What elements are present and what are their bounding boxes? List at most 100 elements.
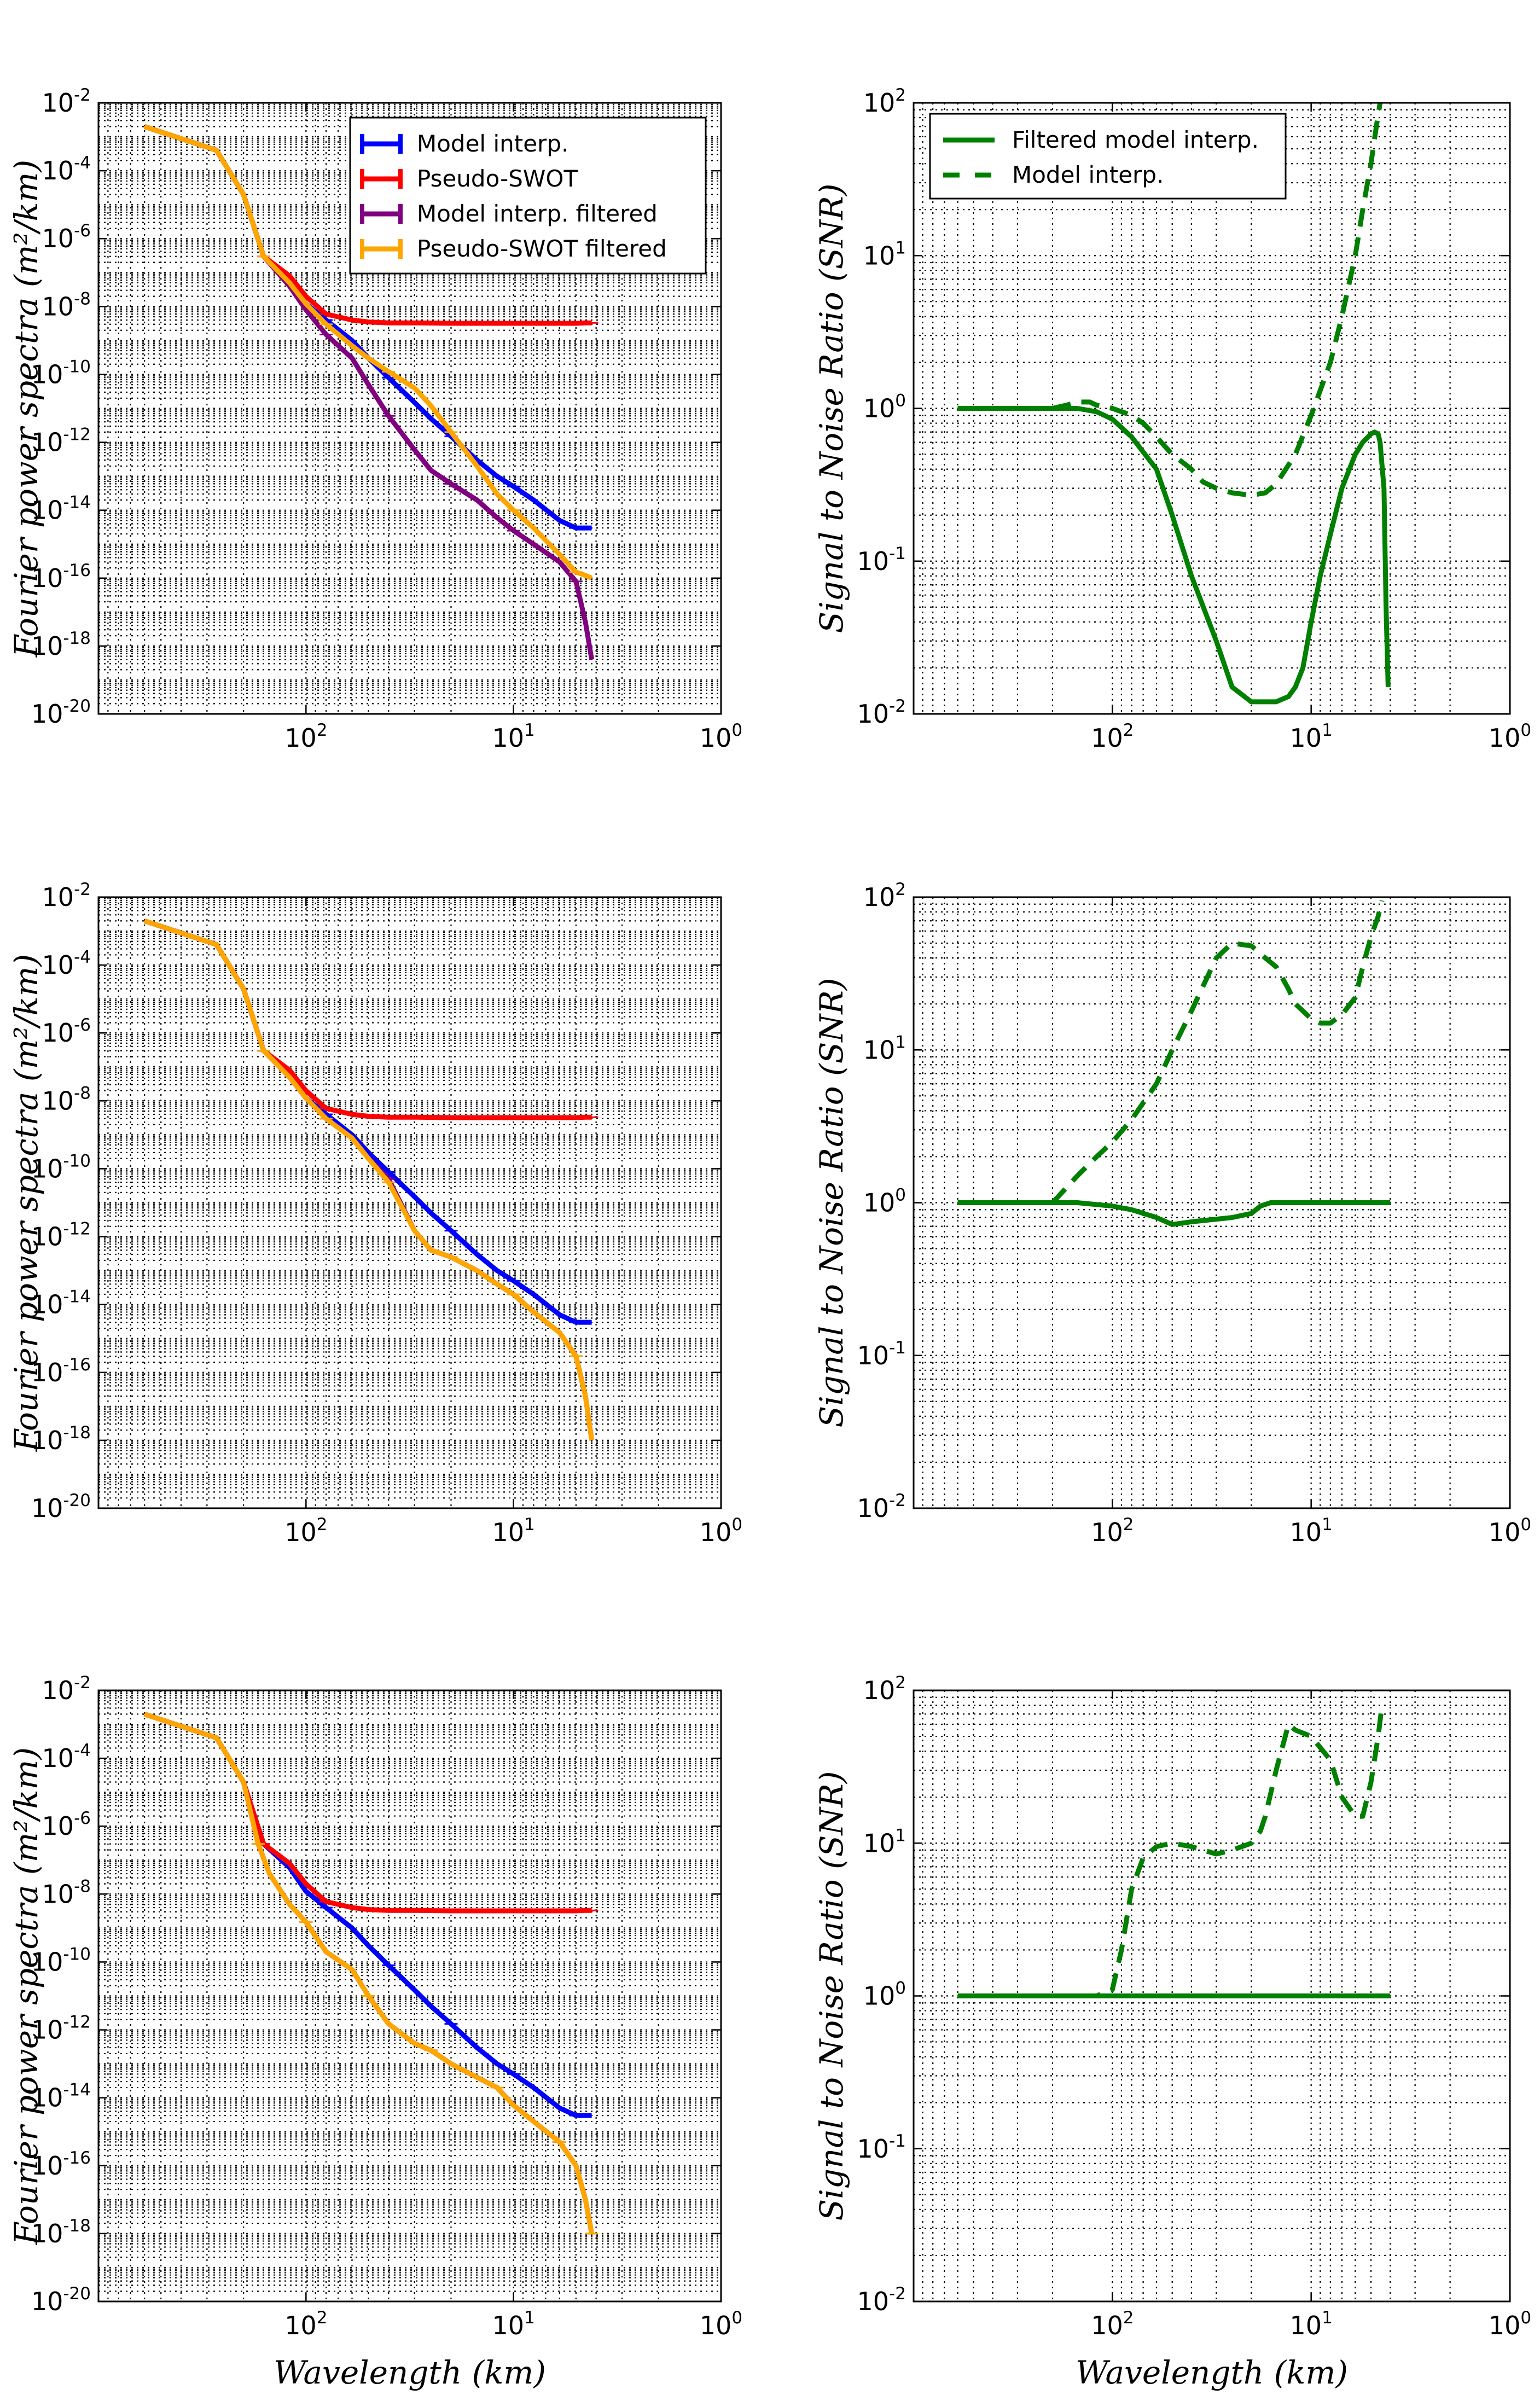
x-tick-label: 101: [1290, 1515, 1333, 1547]
x-axis-label: Wavelength (km): [274, 2354, 546, 2391]
y-tick-label: 10-6: [42, 221, 91, 253]
series-line: [957, 406, 1391, 705]
plot-frame: [97, 896, 722, 1509]
grid-lines: [914, 897, 1510, 1508]
series-line: [1053, 1705, 1385, 1998]
series-line: [957, 1200, 1391, 1227]
x-tick-label: 101: [492, 1515, 535, 1547]
y-tick-label: 10-6: [42, 1809, 91, 1841]
series-line: [143, 919, 592, 1120]
y-tick-label: 102: [863, 85, 906, 118]
snr-panel: 102 101 100 10-2 10-1 100 101 102 Signal to Nois…: [813, 1673, 1531, 2391]
y-tick-label: 10-10: [31, 1151, 91, 1183]
x-tick-label: 101: [492, 2308, 535, 2340]
spectra-panel: 102 101 100 10-20 10-18 10-16 10-14 10-12 10-10 1…: [8, 85, 742, 753]
y-tick-label: 10-8: [42, 1876, 91, 1909]
y-tick-label: 10-20: [31, 2284, 91, 2316]
y-tick-label: 10-2: [42, 85, 91, 118]
y-tick-label: 10-16: [31, 561, 91, 593]
y-tick-label: 10-12: [31, 425, 91, 457]
y-tick-label: 102: [863, 880, 906, 912]
legend-label: Model interp.: [417, 130, 568, 157]
grid-lines: [98, 1690, 721, 2301]
x-tick-label: 100: [1489, 720, 1531, 753]
y-tick-label: 10-8: [42, 289, 91, 321]
y-tick-label: 10-1: [857, 2131, 906, 2164]
y-tick-label: 10-8: [42, 1083, 91, 1115]
y-tick-label: 10-12: [31, 1219, 91, 1252]
y-tick-label: 101: [863, 238, 906, 270]
y-tick-label: 10-1: [857, 544, 906, 576]
snr-panel: 102 101 100 10-2 10-1 100 101 102 Signal to Nois…: [813, 85, 1531, 753]
series-line: [143, 919, 595, 1441]
y-tick-label: 10-14: [31, 1287, 91, 1319]
y-tick-label: 10-14: [31, 493, 91, 525]
spectra-panel: 102 101 100 10-20 10-18 10-16 10-14 10-12 10-10 1…: [8, 1673, 742, 2391]
legend-label: Model interp.: [1012, 161, 1164, 188]
grid-lines: [98, 103, 721, 714]
plot-frame: [97, 102, 722, 715]
snr-panel: 102 101 100 10-2 10-1 100 101 102 Signal to Nois…: [813, 880, 1531, 1547]
x-tick-label: 102: [284, 2308, 327, 2340]
series-line: [143, 1712, 595, 2234]
legend-box: [349, 117, 707, 275]
x-axis-label: Wavelength (km): [1076, 2354, 1348, 2391]
series-line: [143, 124, 593, 580]
y-tick-label: 10-10: [31, 1944, 91, 1977]
grid-lines: [98, 897, 721, 1508]
y-tick-label: 101: [863, 1826, 906, 1858]
y-tick-label: 10-2: [857, 696, 906, 729]
legend-label: Model interp. filtered: [417, 200, 658, 227]
x-tick-label: 102: [284, 720, 327, 753]
x-tick-label: 101: [1290, 2308, 1333, 2340]
y-tick-label: 10-20: [31, 1491, 91, 1523]
y-axis-label: Fourier power spectra (m²/km): [8, 160, 45, 658]
legend-label: Pseudo-SWOT: [417, 165, 578, 192]
y-tick-label: 102: [863, 1673, 906, 1705]
x-tick-label: 102: [1091, 1515, 1134, 1547]
y-axis-label: Fourier power spectra (m²/km): [8, 954, 45, 1452]
y-tick-label: 10-18: [31, 629, 91, 661]
x-tick-label: 100: [1489, 1515, 1531, 1547]
plot-frame: [97, 1689, 722, 2303]
legend-label: Filtered model interp.: [1012, 126, 1259, 153]
y-tick-label: 10-18: [31, 2216, 91, 2248]
spectra-panel: 102 101 100 10-20 10-18 10-16 10-14 10-12 10-10 1…: [8, 880, 742, 1547]
y-tick-label: 10-18: [31, 1423, 91, 1455]
y-tick-label: 10-1: [857, 1338, 906, 1370]
y-tick-label: 100: [863, 1185, 906, 1218]
y-axis-label: Signal to Noise Ratio (SNR): [813, 978, 850, 1428]
y-tick-label: 10-4: [42, 1741, 91, 1773]
x-tick-label: 100: [1489, 2308, 1531, 2340]
x-tick-label: 102: [284, 1515, 327, 1547]
y-tick-label: 10-4: [42, 153, 91, 185]
y-tick-label: 10-16: [31, 1355, 91, 1387]
y-tick-label: 10-2: [857, 1491, 906, 1523]
y-tick-label: 10-2: [857, 2284, 906, 2316]
series-line: [1050, 900, 1385, 1205]
y-axis-label: Signal to Noise Ratio (SNR): [813, 1771, 850, 2221]
x-tick-label: 100: [700, 2308, 742, 2340]
legend-box: [929, 113, 1287, 200]
series-line: [143, 1712, 592, 1914]
y-tick-label: 10-10: [31, 357, 91, 389]
y-axis-label: Signal to Noise Ratio (SNR): [813, 184, 850, 633]
y-tick-label: 100: [863, 1979, 906, 2011]
y-tick-label: 10-2: [42, 1673, 91, 1705]
y-tick-label: 10-16: [31, 2148, 91, 2181]
y-tick-label: 10-12: [31, 2013, 91, 2045]
x-tick-label: 100: [700, 720, 742, 753]
y-tick-label: 10-2: [42, 880, 91, 912]
x-tick-label: 100: [700, 1515, 742, 1547]
y-axis-label: Fourier power spectra (m²/km): [8, 1747, 45, 2245]
x-tick-label: 101: [1290, 720, 1333, 753]
y-tick-label: 10-14: [31, 2080, 91, 2113]
x-tick-label: 102: [1091, 2308, 1134, 2340]
grid-lines: [914, 1690, 1510, 2301]
x-tick-label: 102: [1091, 720, 1134, 753]
y-tick-label: 100: [863, 391, 906, 423]
y-tick-label: 10-6: [42, 1015, 91, 1048]
x-tick-label: 101: [492, 720, 535, 753]
legend-label: Pseudo-SWOT filtered: [417, 235, 667, 262]
